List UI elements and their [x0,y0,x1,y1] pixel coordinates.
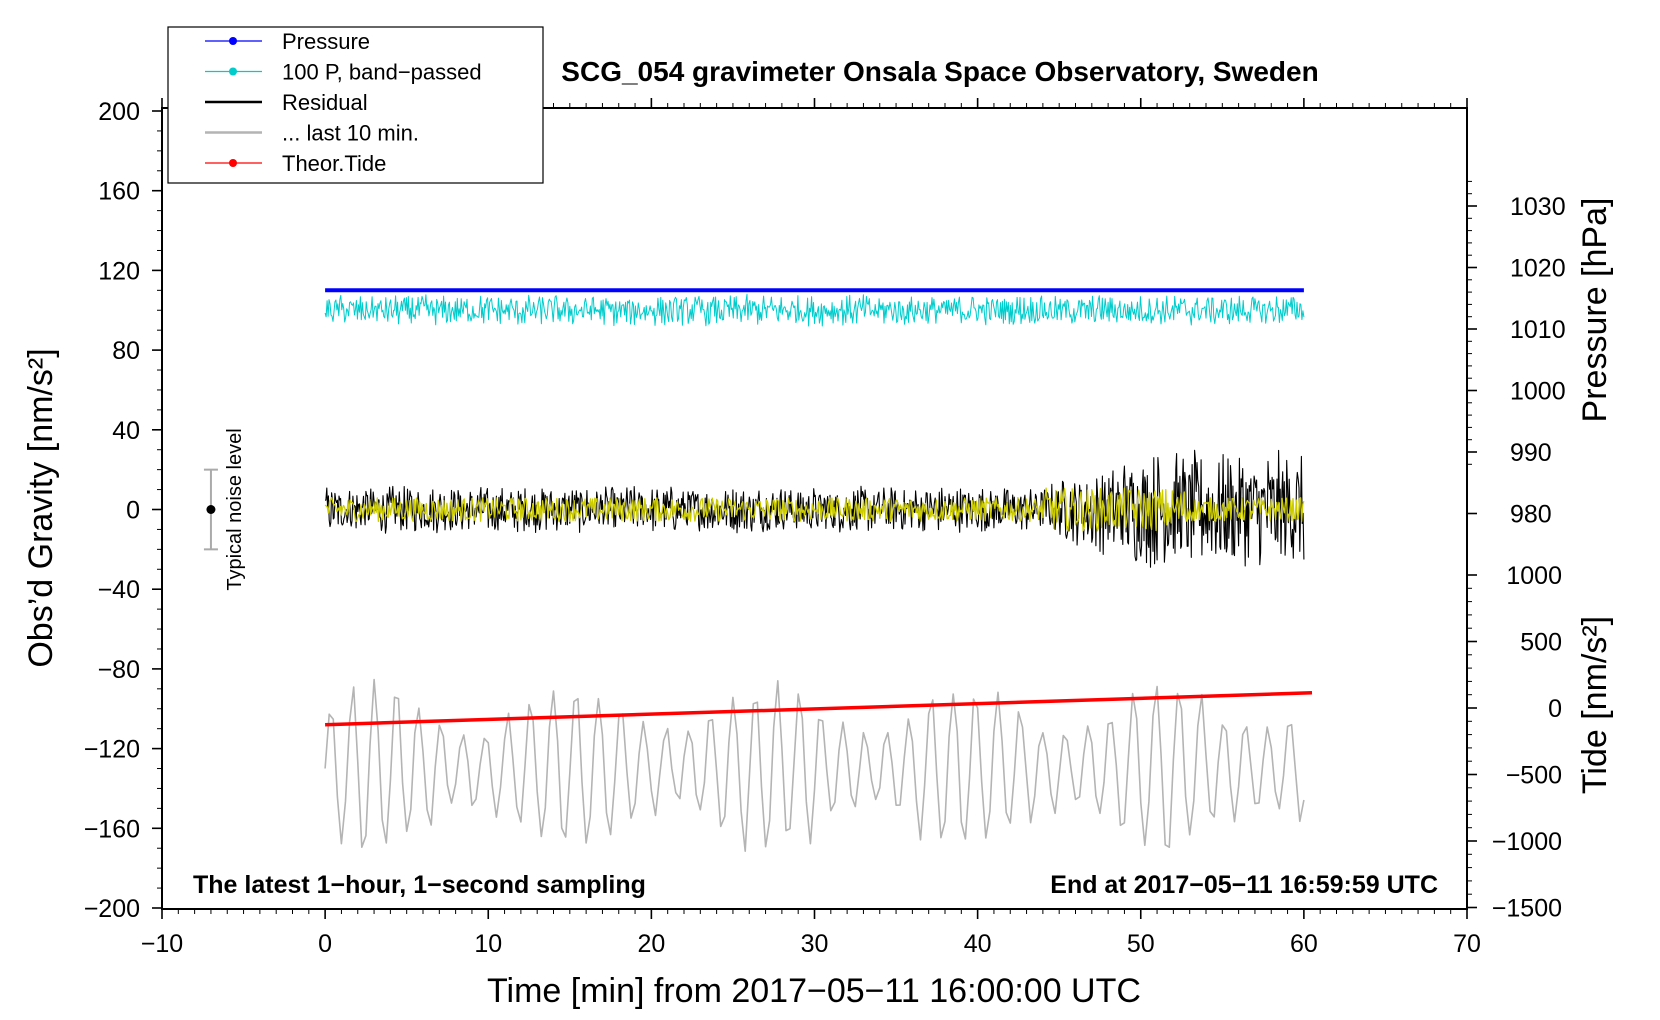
pressure-tick-label: 980 [1510,501,1552,529]
y-tick-label: −200 [84,895,140,923]
y-axis-title-tide: Tide [nm/s²] [1576,616,1614,794]
y-axis-title-gravity: Obs’d Gravity [nm/s²] [22,348,60,667]
legend-label: ... last 10 min. [282,121,419,146]
x-tick-label: 20 [637,930,665,958]
noise-bar-dot [206,505,216,514]
pressure-tick-label: 990 [1510,439,1552,467]
x-axis-title: Time [min] from 2017−05−11 16:00:00 UTC [487,972,1141,1010]
series-pressure-bandpassed [324,293,1305,327]
tide-tick-label: 0 [1548,695,1562,723]
tide-tick-label: 1000 [1506,562,1562,590]
tide-tick-label: 500 [1520,629,1562,657]
y-tick-label: −80 [98,656,140,684]
x-tick-label: −10 [141,930,183,958]
y-tick-label: −40 [98,576,140,604]
end-time-annotation: End at 2017−05−11 16:59:59 UTC [1050,871,1438,899]
legend-marker [229,37,237,45]
tide-tick-label: −1500 [1492,895,1562,923]
x-tick-label: 10 [474,930,502,958]
y-tick-label: 200 [98,98,140,126]
x-tick-label: 30 [801,930,829,958]
plot-frame [161,107,1468,910]
y-tick-label: 120 [98,257,140,285]
tide-tick-label: −500 [1506,762,1562,790]
series-layer [324,288,1313,853]
chart-title: SCG_054 gravimeter Onsala Space Observat… [561,56,1318,87]
noise-bar-label: Typical noise level [224,428,246,590]
legend-marker [229,67,237,76]
pressure-tick-label: 1030 [1510,193,1566,221]
pressure-tick-label: 1010 [1510,316,1566,344]
y-tick-label: 0 [126,497,140,525]
series-theor-tide [325,691,1313,727]
sampling-annotation: The latest 1−hour, 1−second sampling [193,871,646,899]
legend-box [167,26,544,184]
x-tick-label: 70 [1453,930,1481,958]
legend-label: Theor.Tide [282,151,386,176]
x-tick-label: 60 [1290,930,1318,958]
noise-level-indicator: Typical noise level [203,428,246,591]
series-residual-filtered [324,487,1305,532]
tick-marks-layer: −10 0 10 20 30 40 50 60 7020016012080400−40−80−1… [84,98,1566,958]
y-tick-label: 80 [112,337,140,365]
pressure-tick-label: 1000 [1510,378,1566,406]
legend-label: Residual [282,90,368,115]
tide-tick-label: −1000 [1492,828,1562,856]
pressure-tick-label: 1020 [1510,255,1566,283]
y-axis-title-pressure: Pressure [hPa] [1576,198,1614,423]
legend: Pressure 100 P, band−passed Residual ... la… [167,26,544,184]
y-tick-label: −120 [84,736,140,764]
x-tick-label: 40 [964,930,992,958]
x-tick-label: 50 [1127,930,1155,958]
series-residual [324,449,1305,568]
y-tick-label: 160 [98,178,140,206]
y-tick-label: 40 [112,417,140,445]
legend-label: 100 P, band−passed [282,60,482,85]
x-tick-label: 0 [318,930,332,958]
legend-label: Pressure [282,29,370,54]
legend-marker [229,159,237,167]
y-tick-label: −160 [84,815,140,843]
series-last-10-min [324,678,1305,853]
